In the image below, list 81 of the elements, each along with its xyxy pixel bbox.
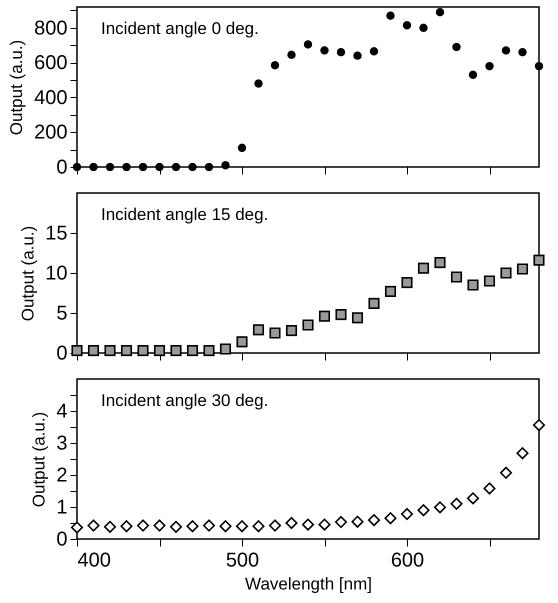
y-axis-title: Output (a.u.) (7, 40, 26, 136)
y-tick-label: 0 (56, 342, 68, 364)
point (436, 8, 444, 16)
point (484, 275, 496, 287)
point (203, 345, 215, 356)
y-tick-label: 0 (56, 156, 68, 178)
point (238, 144, 246, 152)
y-tick-label: 5 (56, 302, 68, 324)
y-axis-title: Output (a.u.) (18, 226, 38, 322)
point (254, 79, 263, 88)
point (516, 263, 528, 275)
point (188, 162, 197, 172)
point (452, 42, 461, 52)
point (533, 254, 545, 266)
point (384, 286, 396, 297)
point (286, 325, 298, 336)
x-tick-label: 500 (226, 550, 260, 572)
point (353, 52, 362, 60)
y-tick-label: 10 (45, 262, 68, 284)
y-tick-label: 2 (56, 464, 68, 486)
point (318, 310, 330, 322)
point (302, 319, 314, 331)
point (335, 309, 347, 320)
y-tick-label: 4 (56, 400, 68, 422)
point (236, 336, 248, 348)
y-tick-label: 400 (34, 86, 68, 109)
annotation: Incident angle 30 deg. (101, 391, 268, 410)
x-tick-label: 600 (390, 550, 424, 572)
point (154, 345, 166, 356)
point (485, 62, 494, 70)
point (172, 162, 180, 172)
point (336, 48, 346, 56)
x-axis-title: Wavelength [nm] (245, 574, 372, 594)
point (270, 61, 280, 70)
point (370, 47, 378, 56)
point (104, 345, 116, 356)
point (368, 298, 380, 309)
y-tick-label: 200 (34, 122, 68, 144)
y-tick-label: 3 (56, 432, 68, 454)
point (401, 277, 413, 288)
point (122, 162, 131, 172)
point (352, 312, 364, 324)
point (320, 46, 329, 55)
y-tick-label: 600 (34, 52, 68, 74)
point (518, 48, 527, 56)
point (450, 271, 462, 283)
point (418, 262, 430, 274)
point (106, 162, 114, 172)
y-tick-label: 0 (56, 528, 68, 550)
point (386, 12, 395, 20)
point (500, 267, 512, 279)
point (468, 70, 478, 79)
point (204, 162, 214, 172)
point (287, 50, 296, 59)
point (137, 345, 149, 356)
point (419, 24, 428, 32)
x-tick-label: 400 (78, 550, 111, 572)
point (434, 257, 446, 268)
y-axis-title: Output (a.u.) (29, 412, 48, 508)
point (155, 162, 164, 172)
point (88, 345, 100, 356)
point (269, 327, 281, 339)
y-tick-label: 1 (56, 496, 68, 518)
point (89, 162, 98, 172)
point (304, 40, 312, 49)
point (170, 345, 182, 356)
annotation: Incident angle 0 deg. (101, 19, 259, 38)
point (402, 21, 412, 30)
point (467, 279, 479, 291)
point (534, 62, 544, 70)
point (220, 343, 232, 355)
point (72, 162, 82, 172)
y-tick-label: 800 (34, 17, 68, 40)
y-tick-label: 15 (45, 222, 68, 244)
point (138, 162, 148, 172)
point (221, 161, 230, 170)
annotation: Incident angle 15 deg. (101, 205, 268, 224)
point (186, 345, 198, 356)
point (120, 345, 132, 356)
point (502, 46, 510, 55)
point (252, 324, 264, 336)
